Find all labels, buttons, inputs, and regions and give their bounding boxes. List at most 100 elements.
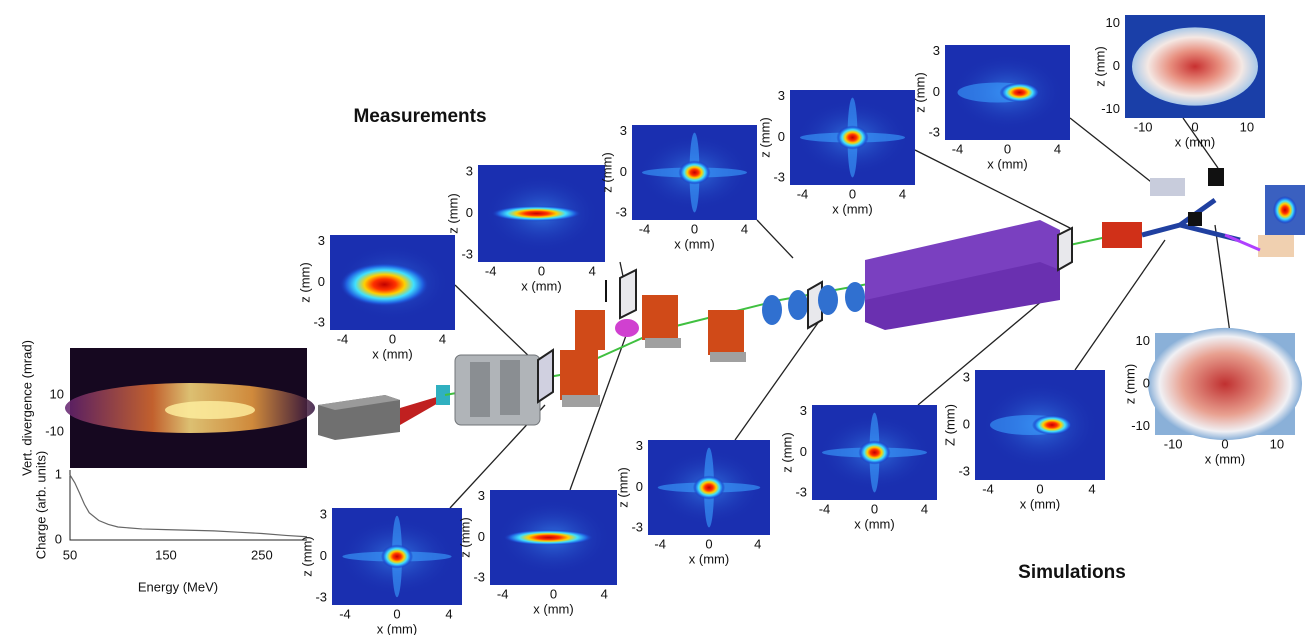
y-tick-label: -10 (45, 423, 64, 438)
profile-image (859, 441, 891, 465)
axis-label: z (mm) (779, 432, 794, 472)
y-tick-label: 3 (778, 88, 785, 103)
y-tick-label: 3 (466, 163, 473, 178)
x-tick-label: 150 (155, 547, 177, 562)
axis-label: Vert. divergence (mrad) (19, 340, 34, 476)
axis-label: x (mm) (987, 156, 1027, 171)
profile-image (1000, 83, 1040, 103)
axis-label: z (mm) (599, 152, 614, 192)
beamline-part (1258, 235, 1294, 257)
axis-label: x (mm) (832, 201, 872, 216)
beam-profile: -40430-3x (mm)z (mm) (757, 88, 915, 216)
x-tick-label: 10 (1240, 119, 1254, 134)
x-tick-label: 0 (550, 586, 557, 601)
x-tick-label: 0 (691, 221, 698, 236)
y-tick-label: 0 (320, 548, 327, 563)
x-tick-label: -10 (1134, 119, 1153, 134)
x-tick-label: 4 (445, 606, 452, 621)
y-tick-label: -3 (313, 315, 325, 330)
y-tick-label: -10 (1101, 101, 1120, 116)
y-tick-label: -3 (773, 170, 785, 185)
x-tick-label: 0 (393, 606, 400, 621)
y-tick-label: 10 (50, 386, 64, 401)
x-tick-label: 0 (1036, 481, 1043, 496)
y-tick-label: 3 (800, 403, 807, 418)
x-tick-label: -4 (497, 586, 509, 601)
beamline-part (708, 310, 744, 355)
profile-image (837, 126, 869, 150)
axis-label: x (mm) (689, 551, 729, 566)
x-tick-label: 4 (601, 586, 608, 601)
beamline-part (575, 310, 605, 350)
beamline-part (470, 362, 490, 417)
y-tick-label: 0 (1113, 58, 1120, 73)
y-tick-label: 3 (963, 369, 970, 384)
y-tick-label: 0 (800, 444, 807, 459)
beamline-part (845, 282, 865, 312)
spectrum-image-part (165, 401, 255, 419)
beamline-part (562, 395, 600, 407)
axis-label: z (mm) (757, 117, 772, 157)
y-tick-label: 3 (620, 123, 627, 138)
x-tick-label: 4 (741, 221, 748, 236)
x-tick-label: -4 (639, 221, 651, 236)
figure: Measurements Simulations Vert. divergenc… (0, 0, 1309, 635)
axis-label: z (mm) (1092, 46, 1107, 86)
charge-axes-part (70, 470, 307, 540)
x-tick-label: 10 (1270, 436, 1284, 451)
x-tick-label: 250 (251, 547, 273, 562)
beamline-part (1188, 212, 1202, 226)
axis-label: x (mm) (533, 601, 573, 616)
spectrum-image (65, 348, 315, 468)
y-tick-label: -3 (461, 247, 473, 262)
x-tick-label: 4 (1054, 141, 1061, 156)
axis-label: z (mm) (912, 72, 927, 112)
x-tick-label: -4 (797, 186, 809, 201)
y-tick-label: 3 (318, 233, 325, 248)
connectors-part (735, 320, 820, 440)
axis-label: z (mm) (297, 262, 312, 302)
profile-image (340, 263, 430, 307)
profile-image (1132, 27, 1258, 105)
axis-label: z (mm) (615, 467, 630, 507)
x-tick-label: 0 (871, 501, 878, 516)
y-tick-label: 3 (636, 438, 643, 453)
y-tick-label: 3 (320, 506, 327, 521)
x-tick-label: -4 (339, 606, 351, 621)
x-tick-label: -4 (819, 501, 831, 516)
beamline-part (400, 396, 440, 425)
profile-image (492, 206, 582, 222)
beamline-part (560, 350, 598, 400)
x-tick-label: 0 (849, 186, 856, 201)
beamline-part (710, 352, 746, 362)
x-tick-label: -4 (654, 536, 666, 551)
x-tick-label: 0 (705, 536, 712, 551)
beamline-part (645, 338, 681, 348)
axis-label: z (mm) (445, 193, 460, 233)
y-tick-label: 10 (1106, 15, 1120, 30)
y-tick-label: 0 (466, 205, 473, 220)
section-title: Measurements (353, 106, 486, 127)
axis-label: Charge (arb. units) (33, 451, 48, 559)
y-tick-label: -3 (928, 125, 940, 140)
beamline-part (1273, 196, 1297, 224)
x-tick-label: -4 (485, 263, 497, 278)
axis-label: Energy (MeV) (138, 579, 218, 594)
beamline-part (642, 295, 678, 340)
beamline-part (538, 350, 553, 402)
axis-label: x (mm) (521, 278, 561, 293)
connectors-part (1215, 225, 1230, 333)
x-tick-label: 50 (63, 547, 77, 562)
beamline-part (615, 319, 639, 337)
x-tick-label: 4 (589, 263, 596, 278)
beamline-part (818, 285, 838, 315)
x-tick-label: -4 (337, 331, 349, 346)
y-tick-label: 0 (963, 416, 970, 431)
